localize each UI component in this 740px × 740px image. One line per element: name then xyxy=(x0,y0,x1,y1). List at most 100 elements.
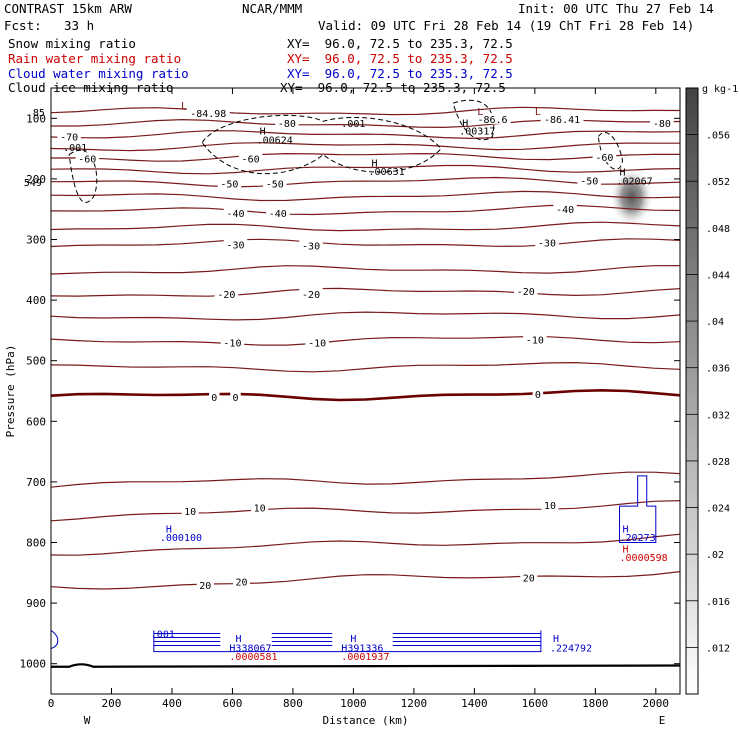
contour-label-bg xyxy=(577,174,602,186)
temperature-contour-label: 0 xyxy=(535,390,541,401)
terrain-line xyxy=(51,663,680,668)
contour-label-bg xyxy=(553,203,577,215)
contour-label-bg xyxy=(21,175,45,187)
cloud-water-contour xyxy=(619,475,657,543)
temperature-contour-line xyxy=(51,221,680,232)
cloud-ice-contour xyxy=(68,149,98,203)
extremum-annotation: .0000598 xyxy=(620,553,668,564)
temperature-contour-line xyxy=(51,142,680,152)
contour-label-bg xyxy=(305,336,329,348)
org-label: NCAR/MMM xyxy=(242,1,303,16)
x-tick-label: 1800 xyxy=(582,697,609,710)
legend-cloud-water-xy: XY= 96.0, 72.5 to 235.3, 72.5 xyxy=(287,66,513,81)
colorbar-tick-label: .044 xyxy=(706,270,730,281)
temperature-contour-label: 20 xyxy=(199,581,211,592)
colorbar-tick-label: .02 xyxy=(706,550,724,561)
y-axis-label: Pressure (hPa) xyxy=(4,345,17,438)
temperature-contour-label: -84.98 xyxy=(190,109,226,120)
x-tick-label: 0 xyxy=(48,697,55,710)
temperature-contour-label: -30 xyxy=(302,242,320,253)
y-tick-label: 500 xyxy=(26,355,46,368)
temperature-contour-label: -40 xyxy=(556,205,574,216)
temperature-contour-label: -40 xyxy=(226,209,244,220)
fcst-label: Fcst: xyxy=(4,18,42,33)
temperature-contour-line xyxy=(51,471,680,488)
y-tick-label: 700 xyxy=(26,476,46,489)
colorbar-tick-label: .036 xyxy=(706,364,730,375)
extremum-annotation: H xyxy=(553,634,559,645)
contour-label-bg xyxy=(299,288,323,300)
cloud-water-contour xyxy=(51,629,59,650)
extremum-annotation: H xyxy=(166,525,172,536)
temperature-contour-label: 0 xyxy=(232,393,238,404)
y-tick-label: 100 xyxy=(26,112,46,125)
valid-time: Valid: 09 UTC Fri 28 Feb 14 (19 ChT Fri … xyxy=(318,18,695,33)
extremum-annotation: .20273 xyxy=(620,533,656,544)
temperature-contour-line xyxy=(51,336,680,346)
contour-label-bg xyxy=(181,504,199,516)
contour-label-bg xyxy=(209,391,220,403)
cloud-ice-contour xyxy=(201,114,442,175)
temperature-contour-line xyxy=(51,265,680,275)
colorbar-tick-label: .028 xyxy=(706,457,730,468)
colorbar-tick-label: .016 xyxy=(706,597,730,608)
fcst-value: 33 h xyxy=(64,18,95,33)
temperature-contour-label: -10 xyxy=(526,335,544,346)
temperature-contour-label: -30 xyxy=(538,239,556,250)
contour-label-bg xyxy=(251,501,269,513)
contour-label-bg xyxy=(266,206,290,218)
y-tick-label: 600 xyxy=(26,415,46,428)
x-axis-west-label: W xyxy=(84,714,91,727)
y-tick-label: 200 xyxy=(26,173,46,186)
extremum-annotation: H xyxy=(235,634,241,645)
contour-label-bg xyxy=(532,388,544,400)
temperature-contour-label: -40 xyxy=(269,209,287,220)
contour-label-bg xyxy=(220,336,245,348)
temperature-contour-line xyxy=(51,204,680,216)
temperature-contour-label: 549 xyxy=(24,178,42,189)
temperature-contour-label: -50 xyxy=(580,177,598,188)
extremum-annotation: .02067 xyxy=(616,177,652,188)
temperature-contour-label: 85 xyxy=(33,108,45,119)
y-tick-label: 300 xyxy=(26,234,46,247)
y-tick-label: 1000 xyxy=(20,658,47,671)
x-axis-label: Distance (km) xyxy=(322,714,408,727)
temperature-contour-line xyxy=(51,106,680,116)
temperature-contour-label: -80 xyxy=(278,119,296,130)
temperature-contour-line xyxy=(51,130,680,140)
legend-snow-name: Snow mixing ratio xyxy=(8,36,136,51)
colorbar-tick-label: .056 xyxy=(706,131,730,142)
extremum-annotation: H391336 xyxy=(341,643,383,654)
extremum-annotation: H xyxy=(372,159,378,170)
temperature-contour-label: 10 xyxy=(254,503,266,514)
contour-label-bg xyxy=(30,106,48,118)
extremum-annotation: .0000581 xyxy=(229,652,277,663)
contour-label-bg xyxy=(650,117,674,129)
temperature-contour-label: 20 xyxy=(235,577,247,588)
temperature-contour-line xyxy=(51,152,680,162)
temperature-contour-line xyxy=(51,361,680,373)
legend-snow-xy: XY= 96.0, 72.5 to 235.3, 72.5 xyxy=(287,36,513,51)
colorbar-tick-label: .032 xyxy=(706,410,730,421)
contour-label-bg xyxy=(540,112,584,124)
contour-label-bg xyxy=(474,112,511,124)
temperature-contour-label: -10 xyxy=(223,339,241,350)
x-tick-label: 1600 xyxy=(522,697,549,710)
temperature-contour-line xyxy=(51,388,680,402)
temperature-contour-line xyxy=(51,287,680,297)
colorbar-tick-label: .024 xyxy=(706,504,730,515)
extremum-annotation: .00631 xyxy=(369,167,405,178)
colorbar-tick-label: .012 xyxy=(706,643,730,654)
contour-label-bg xyxy=(75,152,100,164)
contour-label-bg xyxy=(514,285,538,297)
extremum-annotation: H338067 xyxy=(229,643,271,654)
extremum-annotation: H xyxy=(620,168,626,179)
temperature-contour-label: -20 xyxy=(217,290,235,301)
extremum-annotation: L xyxy=(181,101,187,112)
temperature-contour-label: -60 xyxy=(595,153,613,164)
temperature-contour-label: -10 xyxy=(308,339,326,350)
x-tick-label: 600 xyxy=(223,697,243,710)
temperature-contour-line xyxy=(51,533,680,556)
temperature-contour-line xyxy=(51,571,680,590)
